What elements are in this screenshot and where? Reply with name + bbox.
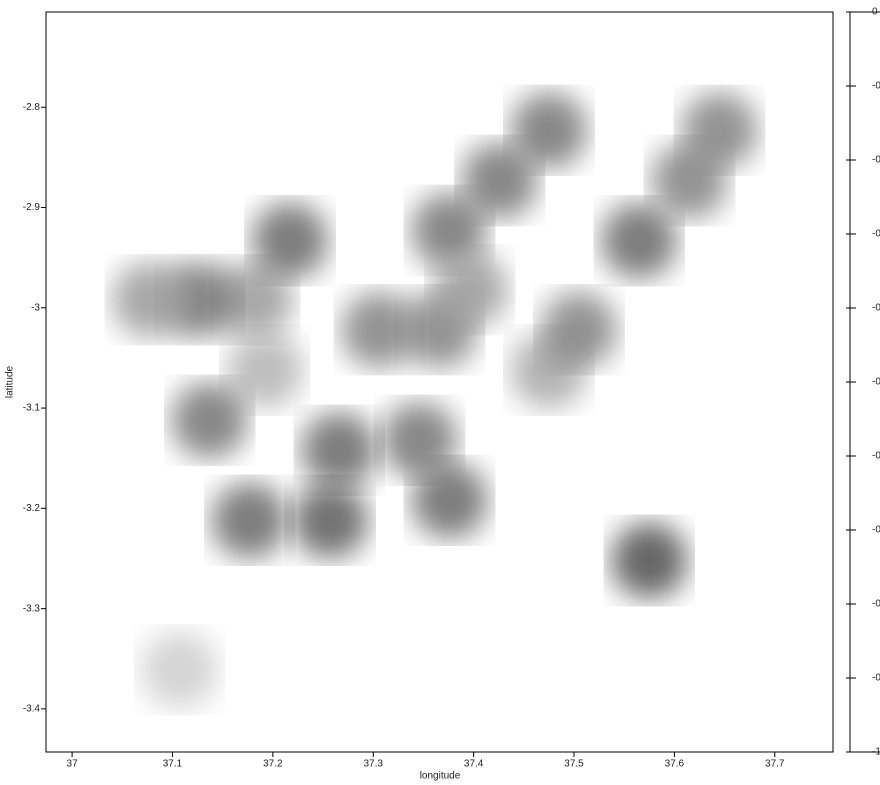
colorbar-tick-label: -0	[872, 81, 880, 92]
chart: longitude latitude 37 37.1 37.2 37.3 37.4 37.…	[0, 0, 880, 785]
raster-cell	[142, 632, 218, 708]
colorbar-tick-label: -0	[872, 229, 880, 240]
raster-cell	[112, 262, 188, 338]
raster-cell	[511, 92, 587, 168]
y-axis-label: latitude	[5, 365, 16, 398]
x-tick-label: 37.1	[163, 759, 183, 770]
x-tick-label: 37.2	[263, 759, 283, 770]
y-tick-label: -3.2	[23, 503, 41, 514]
raster-cell	[432, 252, 508, 328]
x-tick-label: 37.7	[765, 759, 785, 770]
colorbar-tick-label: 0	[872, 7, 878, 18]
raster-cell	[292, 482, 368, 558]
raster-cell	[611, 522, 687, 598]
x-tick-label: 37.4	[464, 759, 484, 770]
raster-cell	[412, 462, 488, 538]
x-tick-label: 37	[67, 759, 79, 770]
raster-cell	[212, 482, 288, 558]
y-tick-label: -3	[31, 302, 40, 313]
colorbar-tick-label: -0	[872, 451, 880, 462]
x-tick-label: 37.6	[665, 759, 685, 770]
colorbar-tick-label: -1	[872, 747, 880, 758]
y-tick-label: -3.1	[23, 403, 41, 414]
y-tick-label: -3.3	[23, 603, 41, 614]
raster-cell	[252, 203, 328, 279]
colorbar-tick-label: -0	[872, 525, 880, 536]
y-tick-label: -2.9	[23, 202, 41, 213]
colorbar-tick-label: -0	[872, 599, 880, 610]
x-axis-label: longitude	[420, 771, 461, 782]
colorbar-tick-label: -0	[872, 303, 880, 314]
raster-cell	[682, 92, 758, 168]
colorbar-tick-label: -0	[872, 377, 880, 388]
x-tick-label: 37.5	[564, 759, 584, 770]
colorbar-tick-label: -0	[872, 155, 880, 166]
raster-cell	[601, 203, 677, 279]
y-tick-label: -3.4	[23, 704, 41, 715]
raster-cell	[541, 292, 617, 368]
colorbar-tick-label: -0	[872, 673, 880, 684]
x-tick-label: 37.3	[364, 759, 384, 770]
y-tick-label: -2.8	[23, 102, 41, 113]
raster-cell	[172, 382, 248, 458]
raster-cell	[301, 412, 377, 488]
raster-cell	[341, 292, 417, 368]
